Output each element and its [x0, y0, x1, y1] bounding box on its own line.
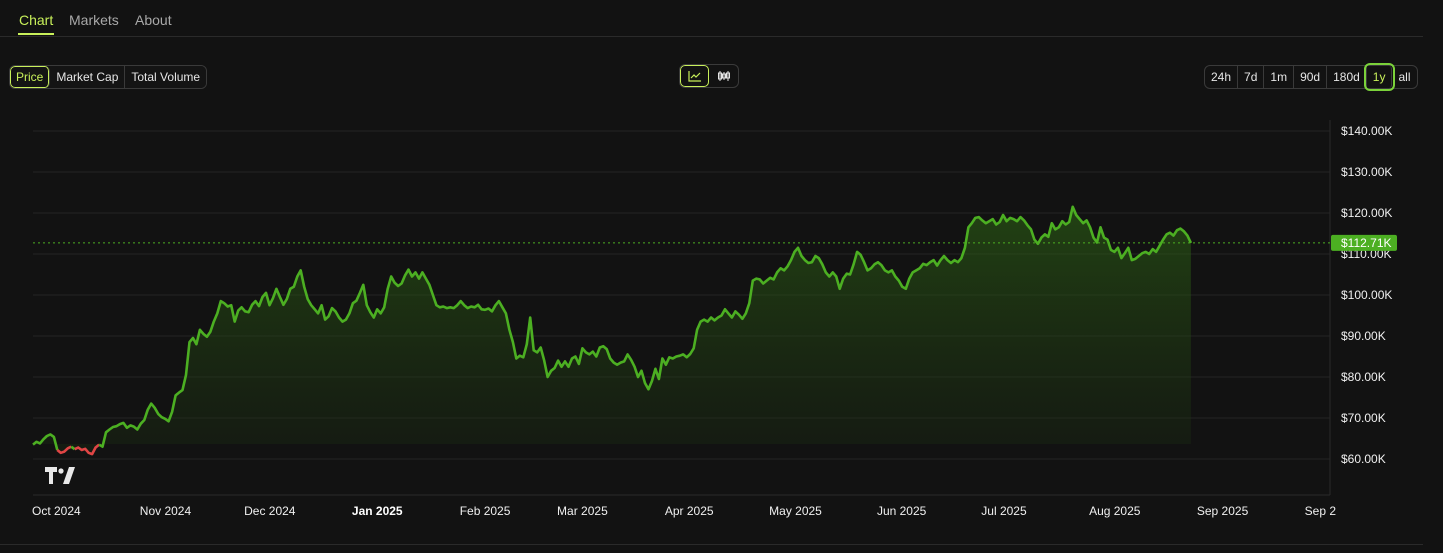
current-price-badge: [1331, 234, 1397, 251]
price-line: [74, 443, 100, 456]
line-chart-icon: [687, 71, 701, 82]
x-tick-label: Jul 2025: [981, 504, 1027, 518]
y-tick-label: $60.00K: [1341, 452, 1386, 466]
y-tick-label: $140.00K: [1341, 124, 1392, 138]
price-line: [70, 445, 76, 451]
y-tick-label: $70.00K: [1341, 411, 1386, 425]
candlestick-chart-button[interactable]: [709, 65, 738, 87]
top-nav: Chart Markets About: [0, 0, 1423, 37]
x-tick-label: Dec 2024: [244, 504, 296, 518]
range-7d-button[interactable]: 7d: [1238, 66, 1265, 88]
x-tick-label: Apr 2025: [665, 504, 714, 518]
y-tick-label: $130.00K: [1341, 165, 1392, 179]
candlestick-icon: [717, 71, 730, 81]
price-line: [32, 433, 59, 451]
y-tick-label: $120.00K: [1341, 206, 1392, 220]
price-button[interactable]: Price: [10, 66, 51, 88]
x-tick-label: Sep 2: [1305, 504, 1337, 518]
range-180d-button[interactable]: 180d: [1327, 66, 1367, 88]
y-tick-label: $80.00K: [1341, 370, 1386, 384]
price-area-fill: [33, 206, 1191, 455]
tab-markets[interactable]: Markets: [69, 12, 119, 28]
line-chart-button[interactable]: [680, 65, 709, 87]
tab-about[interactable]: About: [135, 12, 172, 28]
range-90d-button[interactable]: 90d: [1294, 66, 1328, 88]
x-tick-label: Aug 2025: [1089, 504, 1141, 518]
metric-toggle: Price Market Cap Total Volume: [9, 65, 208, 89]
bottom-divider: [0, 544, 1423, 545]
tradingview-logo-icon: [45, 467, 75, 484]
x-tick-label: Nov 2024: [140, 504, 192, 518]
active-tab-underline: [18, 33, 54, 35]
range-1m-button[interactable]: 1m: [1264, 66, 1295, 88]
x-tick-label: Sep 2025: [1197, 504, 1249, 518]
x-tick-label: Feb 2025: [460, 504, 511, 518]
tab-chart[interactable]: Chart: [19, 12, 54, 28]
x-tick-label: Jan 2025: [352, 504, 403, 518]
market-cap-button[interactable]: Market Cap: [50, 66, 126, 88]
y-tick-label: $100.00K: [1341, 288, 1392, 302]
price-chart[interactable]: $140.00K$130.00K$120.00K$110.00K$100.00K…: [0, 100, 1443, 525]
current-price-label: $112.71K: [1341, 236, 1392, 250]
range-24h-button[interactable]: 24h: [1205, 66, 1239, 88]
x-tick-label: Mar 2025: [557, 504, 608, 518]
price-line: [56, 445, 72, 455]
range-all-button[interactable]: all: [1398, 70, 1411, 84]
x-tick-label: Oct 2024: [32, 504, 81, 518]
x-tick-label: May 2025: [769, 504, 822, 518]
range-toggle: 24h 7d 1m 90d 180d 1y all: [1204, 63, 1418, 91]
y-tick-label: $90.00K: [1341, 329, 1386, 343]
price-line: [98, 205, 1193, 448]
total-volume-button[interactable]: Total Volume: [125, 66, 207, 88]
range-1y-button[interactable]: 1y: [1363, 63, 1396, 91]
chart-type-toggle: [679, 64, 739, 88]
x-tick-label: Jun 2025: [877, 504, 927, 518]
